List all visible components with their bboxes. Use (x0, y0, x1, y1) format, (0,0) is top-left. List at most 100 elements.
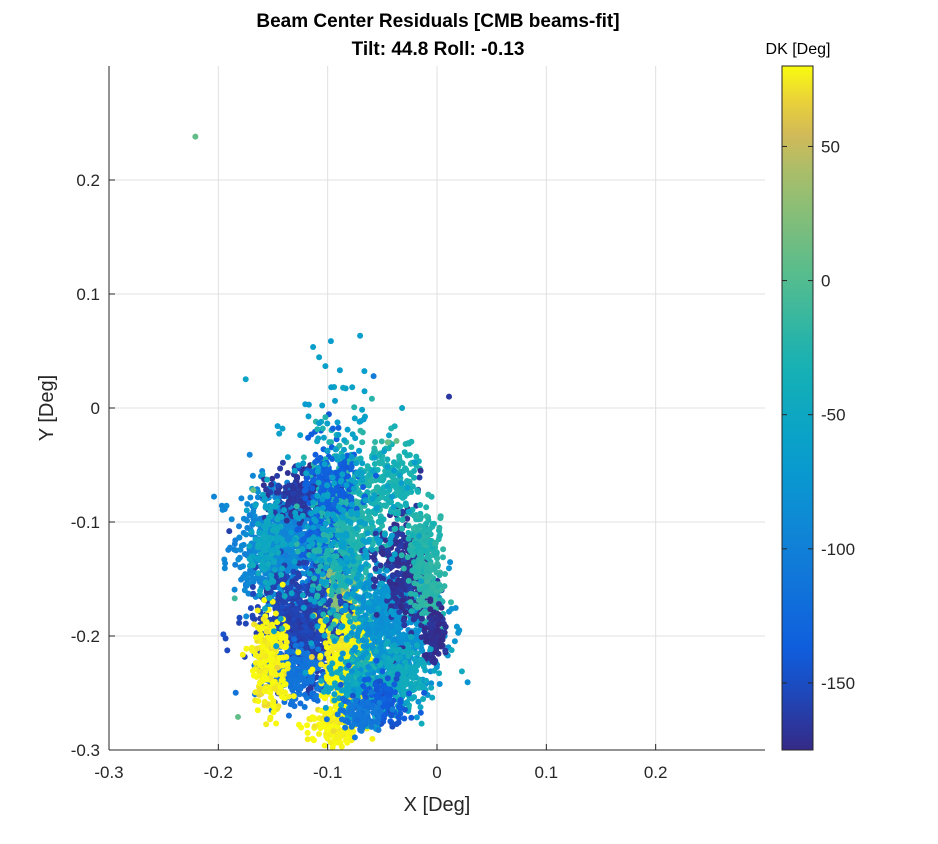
data-point (301, 691, 308, 698)
data-point (339, 607, 346, 614)
data-point (290, 490, 297, 497)
data-point (414, 628, 421, 635)
data-point (231, 586, 238, 593)
data-point (267, 714, 274, 721)
data-point (398, 583, 405, 590)
data-point (249, 584, 256, 590)
data-point (314, 592, 321, 599)
data-point (308, 654, 315, 660)
data-point (397, 543, 404, 550)
data-point (355, 628, 362, 635)
data-point (284, 501, 291, 508)
data-point (220, 631, 227, 638)
data-point (360, 597, 367, 604)
data-point (295, 618, 302, 624)
data-point (368, 395, 375, 402)
data-point (295, 612, 302, 619)
data-point (270, 703, 277, 710)
data-point (333, 718, 340, 725)
data-point (322, 640, 329, 647)
data-point (268, 481, 275, 488)
data-point (298, 641, 305, 648)
data-point (287, 648, 294, 655)
data-point (307, 668, 314, 675)
data-point (317, 563, 324, 570)
data-point (222, 560, 229, 567)
data-point (267, 689, 274, 696)
data-point (256, 686, 263, 693)
data-point (249, 647, 256, 654)
data-point (232, 689, 239, 696)
data-point (241, 551, 248, 557)
data-point (244, 501, 251, 507)
data-point (281, 493, 288, 500)
data-point (282, 484, 289, 491)
data-point (334, 733, 341, 740)
data-point (328, 647, 335, 654)
data-point (259, 649, 266, 656)
data-point (279, 625, 286, 632)
data-point (245, 590, 252, 597)
data-point (351, 566, 358, 573)
data-point (246, 580, 253, 587)
data-point (224, 647, 231, 654)
data-point (247, 494, 254, 501)
data-point (304, 736, 311, 743)
data-point (292, 677, 299, 683)
data-point (451, 638, 458, 645)
data-point (328, 592, 335, 598)
data-point (255, 698, 262, 705)
data-point (269, 475, 276, 482)
data-point (367, 606, 374, 613)
data-point (363, 643, 370, 650)
data-point (239, 651, 246, 658)
data-point (231, 541, 238, 547)
data-point (286, 585, 293, 592)
data-point (279, 581, 286, 588)
data-point (348, 676, 355, 683)
data-point (277, 654, 283, 661)
data-point (270, 709, 277, 716)
data-point (341, 687, 347, 693)
data-point (359, 439, 366, 446)
data-point (254, 607, 261, 614)
data-point (238, 495, 245, 502)
data-point (331, 697, 338, 704)
data-point (385, 547, 391, 554)
data-point (238, 576, 245, 583)
data-point (257, 679, 264, 686)
data-point (246, 548, 253, 555)
data-point (369, 735, 376, 742)
data-point (283, 639, 290, 646)
data-point (285, 712, 292, 719)
data-point (300, 585, 307, 592)
data-point (246, 451, 253, 458)
data-point (296, 584, 303, 591)
data-point (304, 729, 311, 736)
data-point (235, 556, 242, 563)
data-point (363, 649, 370, 656)
data-point (296, 520, 303, 527)
data-point (400, 597, 407, 604)
data-point (294, 606, 301, 613)
data-point (236, 534, 243, 541)
data-point (223, 502, 230, 509)
data-point (261, 698, 268, 705)
data-point (311, 723, 318, 730)
data-point (373, 611, 380, 618)
data-point (260, 616, 267, 622)
data-point (453, 623, 460, 630)
data-point (382, 629, 389, 636)
data-point (244, 524, 251, 531)
data-point (250, 672, 257, 679)
data-point (339, 650, 346, 657)
data-point (291, 519, 298, 526)
data-point (290, 485, 297, 492)
chart-title: Beam Center Residuals [CMB beams-fit] (256, 11, 619, 32)
data-point (262, 669, 269, 676)
data-point (276, 689, 283, 696)
data-point (285, 522, 292, 529)
data-point (389, 563, 396, 570)
data-point (243, 531, 250, 538)
